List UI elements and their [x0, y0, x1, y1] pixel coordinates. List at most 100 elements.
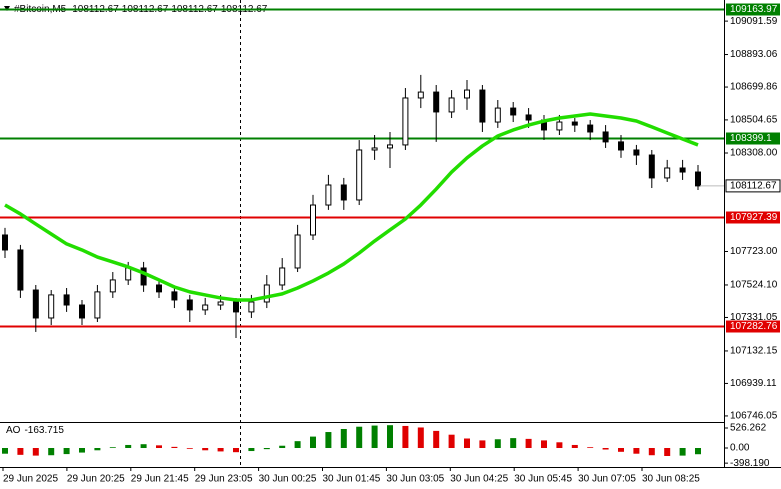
y-tick-label: 108893.06	[730, 49, 778, 60]
candle-body	[464, 89, 470, 99]
y-tick-label: 106939.11	[730, 378, 777, 389]
ao-bar	[648, 448, 655, 456]
candle-body	[140, 267, 147, 286]
ao-bar	[186, 448, 193, 449]
y-tick-label: 107331.05	[730, 312, 778, 323]
ao-bar	[125, 444, 132, 449]
ao-bar	[464, 438, 470, 449]
ao-tick-label: -398.190	[730, 458, 770, 469]
x-tick-label: 29 Jun 20:25	[67, 474, 125, 485]
ao-bar	[402, 425, 409, 449]
ao-tick-label: 0.00	[730, 443, 750, 454]
candle-body	[279, 267, 286, 286]
candle-body	[695, 171, 701, 187]
candle-body	[79, 304, 85, 319]
y-tick-label: 106746.05	[730, 411, 778, 422]
y-tick-label: 107132.15	[730, 346, 778, 357]
level-label-box	[726, 211, 780, 224]
level-label: 109163.97	[730, 4, 778, 15]
candle-body	[402, 97, 409, 146]
ao-bar	[263, 448, 270, 450]
candle-body	[94, 291, 101, 319]
candle-body	[217, 301, 224, 306]
candle-body	[109, 279, 116, 293]
level-label: 107282.76	[730, 321, 778, 332]
ao-value: -163.715	[24, 425, 64, 436]
ao-bar	[279, 445, 286, 449]
candle-body	[248, 301, 255, 313]
candle-body	[156, 284, 162, 293]
candle-body	[325, 184, 332, 206]
ao-bar	[248, 448, 255, 452]
candle-body	[525, 114, 532, 121]
candle-body	[202, 304, 209, 311]
candle-body	[571, 121, 578, 126]
candle-body	[602, 131, 609, 143]
x-tick-label: 29 Jun 23:05	[195, 474, 253, 485]
x-tick-label: 29 Jun 2025	[3, 474, 58, 485]
y-tick-label: 108308.00	[730, 148, 778, 159]
ao-bar	[417, 427, 424, 449]
ao-bar	[664, 448, 671, 456]
x-tick-label: 30 Jun 00:25	[259, 474, 317, 485]
candle-body	[510, 107, 517, 116]
candle-body	[263, 284, 270, 303]
candle-body	[356, 149, 363, 201]
x-tick-label: 30 Jun 08:25	[642, 474, 700, 485]
candle-body	[125, 267, 132, 281]
ao-bar	[571, 444, 578, 449]
candle-body	[648, 154, 655, 179]
level-label: 107927.39	[730, 212, 778, 223]
ao-bar	[510, 438, 517, 449]
ao-bar	[633, 448, 640, 454]
candle-body	[310, 204, 316, 236]
y-tick-label: 108504.65	[730, 115, 778, 126]
ao-name: AO	[6, 425, 21, 436]
candle-body	[587, 124, 594, 133]
y-tick-label: 107524.10	[730, 280, 778, 291]
ao-bar	[109, 447, 116, 449]
ao-bar	[356, 426, 363, 449]
ao-bar	[294, 441, 301, 449]
candle-body	[618, 141, 624, 151]
ao-bar	[63, 448, 70, 455]
candle-body	[233, 301, 239, 313]
x-tick-label: 30 Jun 03:05	[386, 474, 444, 485]
candle-body	[294, 234, 301, 269]
ao-bar	[79, 448, 85, 453]
candle-body	[494, 107, 501, 123]
candle-body	[32, 289, 39, 319]
ao-bar	[494, 439, 501, 449]
candle-body	[171, 291, 178, 301]
ao-bar	[618, 448, 624, 452]
ao-bar	[371, 425, 378, 449]
ao-bar	[541, 440, 547, 449]
ao-bar	[171, 446, 178, 449]
candle-body	[387, 144, 393, 149]
ao-bar	[17, 448, 24, 455]
level-label-box	[726, 320, 780, 333]
ao-bar	[695, 448, 701, 455]
candle-body	[664, 167, 671, 179]
ao-bar	[32, 448, 39, 456]
ao-bar	[587, 447, 594, 449]
candle-body	[371, 147, 378, 151]
candle-body	[448, 97, 455, 113]
candle-body	[2, 234, 8, 251]
ao-bar	[156, 445, 162, 449]
x-tick-label: 30 Jun 01:45	[323, 474, 381, 485]
candle-body	[17, 249, 24, 291]
ao-header: AO -163.715	[6, 425, 64, 436]
ao-bar	[679, 448, 686, 456]
current-price-box	[725, 179, 781, 193]
candle-body	[433, 91, 440, 113]
ao-bar	[310, 436, 316, 449]
y-tick-label: 109091.59	[730, 16, 778, 27]
x-tick-label: 29 Jun 21:45	[131, 474, 189, 485]
ao-bar	[325, 432, 332, 449]
ao-bar	[433, 430, 440, 449]
x-tick-label: 30 Jun 04:25	[450, 474, 508, 485]
current-price-label: 108112.67	[730, 181, 777, 192]
ao-bar	[140, 444, 147, 449]
